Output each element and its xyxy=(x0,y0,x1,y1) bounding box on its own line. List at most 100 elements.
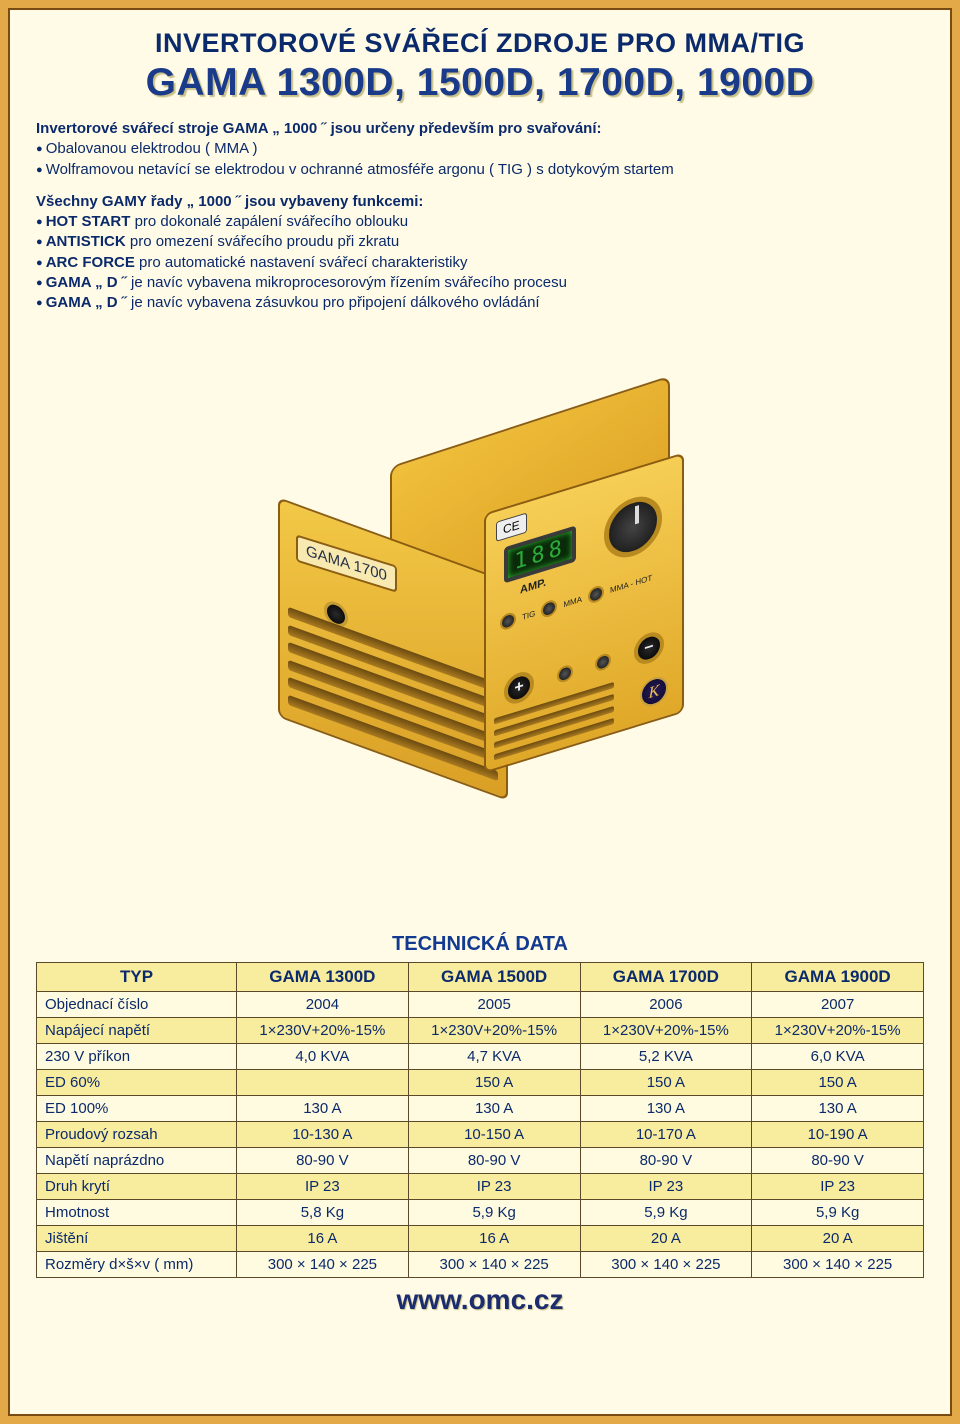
amp-label: AMP. xyxy=(520,577,546,597)
table-cell: 20 A xyxy=(580,1226,752,1252)
table-cell: 300 × 140 × 225 xyxy=(580,1252,752,1278)
selector-knob-icon xyxy=(588,584,604,605)
func-bold: ARC FORCE xyxy=(46,254,135,271)
table-cell: 20 A xyxy=(752,1226,924,1252)
func-bold: HOT START xyxy=(46,213,131,230)
table-cell: Rozměry d×š×v ( mm) xyxy=(37,1252,237,1278)
func-item: HOT START pro dokonalé zapálení svářecíh… xyxy=(36,212,924,232)
table-cell: 16 A xyxy=(237,1226,409,1252)
intro-lead: Invertorové svářecí stroje GAMA „ 1000 ˝… xyxy=(36,120,602,137)
th: GAMA 1300D xyxy=(237,963,409,992)
selector-knob-icon xyxy=(541,598,557,619)
table-header-row: TYP GAMA 1300D GAMA 1500D GAMA 1700D GAM… xyxy=(37,963,924,992)
table-cell: 230 V příkon xyxy=(37,1044,237,1070)
functions-lead: Všechny GAMY řady „ 1000 ˝ jsou vybaveny… xyxy=(36,193,423,210)
table-cell: Hmotnost xyxy=(37,1200,237,1226)
table-cell: IP 23 xyxy=(408,1174,580,1200)
table-cell: 80-90 V xyxy=(408,1148,580,1174)
func-rest: pro dokonalé zapálení svářecího oblouku xyxy=(130,213,408,230)
table-cell: 4,7 KVA xyxy=(408,1044,580,1070)
table-cell: Jištění xyxy=(37,1226,237,1252)
aux-connector-icon xyxy=(595,652,611,673)
table-cell: 150 A xyxy=(408,1070,580,1096)
table-cell: 16 A xyxy=(408,1226,580,1252)
func-rest: je navíc vybavena zásuvkou pro připojení… xyxy=(127,294,540,311)
table-cell: 150 A xyxy=(580,1070,752,1096)
table-cell: IP 23 xyxy=(752,1174,924,1200)
table-cell: 2005 xyxy=(408,992,580,1018)
func-rest: je navíc vybavena mikroprocesorovým říze… xyxy=(127,274,567,291)
table-cell: 130 A xyxy=(237,1096,409,1122)
func-bold: ANTISTICK xyxy=(46,233,126,250)
table-cell: 130 A xyxy=(580,1096,752,1122)
table-row: ED 60%150 A150 A150 A xyxy=(37,1070,924,1096)
selector-knob-icon xyxy=(500,611,516,632)
func-item: ARC FORCE pro automatické nastavení svář… xyxy=(36,253,924,273)
table-cell: IP 23 xyxy=(580,1174,752,1200)
table-row: Proudový rozsah10-130 A10-150 A10-170 A1… xyxy=(37,1122,924,1148)
func-item: GAMA „ D ˝ je navíc vybavena zásuvkou pr… xyxy=(36,293,924,313)
table-cell: 1×230V+20%-15% xyxy=(752,1018,924,1044)
table-cell: 80-90 V xyxy=(237,1148,409,1174)
table-cell: ED 60% xyxy=(37,1070,237,1096)
table-cell: Napájecí napětí xyxy=(37,1018,237,1044)
table-cell: 2006 xyxy=(580,992,752,1018)
intro-list: Obalovanou elektrodou ( MMA ) Wolframovo… xyxy=(36,139,924,180)
table-cell: 80-90 V xyxy=(580,1148,752,1174)
tig-label: TIG xyxy=(522,609,535,622)
table-cell: 130 A xyxy=(408,1096,580,1122)
th: GAMA 1700D xyxy=(580,963,752,992)
func-item: ANTISTICK pro omezení svářecího proudu p… xyxy=(36,232,924,252)
table-cell: 130 A xyxy=(752,1096,924,1122)
table-cell: 1×230V+20%-15% xyxy=(408,1018,580,1044)
table-cell: 2007 xyxy=(752,992,924,1018)
table-cell: 4,0 KVA xyxy=(237,1044,409,1070)
page-title: INVERTOROVÉ SVÁŘECÍ ZDROJE PRO MMA/TIG xyxy=(36,28,924,59)
technical-data-table: TYP GAMA 1300D GAMA 1500D GAMA 1700D GAM… xyxy=(36,962,924,1278)
func-bold: GAMA „ D ˝ xyxy=(46,274,127,291)
table-cell: Objednací číslo xyxy=(37,992,237,1018)
table-cell: 5,2 KVA xyxy=(580,1044,752,1070)
plus-connector-icon: + xyxy=(504,669,534,708)
table-row: Jištění16 A16 A20 A20 A xyxy=(37,1226,924,1252)
th: GAMA 1900D xyxy=(752,963,924,992)
table-row: Rozměry d×š×v ( mm)300 × 140 × 225300 × … xyxy=(37,1252,924,1278)
table-cell: 80-90 V xyxy=(752,1148,924,1174)
table-cell: 5,9 Kg xyxy=(408,1200,580,1226)
functions-block: Všechny GAMY řady „ 1000 ˝ jsou vybaveny… xyxy=(36,192,924,314)
mma-label: MMA xyxy=(563,594,582,609)
table-cell: 10-190 A xyxy=(752,1122,924,1148)
intro-item: Obalovanou elektrodou ( MMA ) xyxy=(36,139,924,159)
table-cell: 1×230V+20%-15% xyxy=(580,1018,752,1044)
welder-illustration: GAMA 1700 CE 188 AMP. TIG MMA xyxy=(260,411,700,811)
table-cell: 2004 xyxy=(237,992,409,1018)
table-cell: Napětí naprázdno xyxy=(37,1148,237,1174)
table-cell: 300 × 140 × 225 xyxy=(408,1252,580,1278)
ce-mark-icon: CE xyxy=(496,513,527,542)
table-cell: 10-170 A xyxy=(580,1122,752,1148)
func-item: GAMA „ D ˝ je navíc vybavena mikroproces… xyxy=(36,273,924,293)
hot-label: MMA - HOT xyxy=(610,573,652,595)
table-cell: 5,8 Kg xyxy=(237,1200,409,1226)
table-row: Napájecí napětí1×230V+20%-15%1×230V+20%-… xyxy=(37,1018,924,1044)
functions-list: HOT START pro dokonalé zapálení svářecíh… xyxy=(36,212,924,313)
intro-block: Invertorové svářecí stroje GAMA „ 1000 ˝… xyxy=(36,119,924,180)
func-bold: GAMA „ D ˝ xyxy=(46,294,127,311)
product-image: GAMA 1700 CE 188 AMP. TIG MMA xyxy=(36,331,924,931)
th: GAMA 1500D xyxy=(408,963,580,992)
table-cell: 6,0 KVA xyxy=(752,1044,924,1070)
table-cell: Proudový rozsah xyxy=(37,1122,237,1148)
table-row: Objednací číslo2004200520062007 xyxy=(37,992,924,1018)
table-cell: IP 23 xyxy=(237,1174,409,1200)
table-row: 230 V příkon4,0 KVA4,7 KVA5,2 KVA6,0 KVA xyxy=(37,1044,924,1070)
minus-connector-icon: − xyxy=(634,629,664,668)
table-cell xyxy=(237,1070,409,1096)
table-cell: Druh krytí xyxy=(37,1174,237,1200)
func-rest: pro automatické nastavení svářecí charak… xyxy=(135,254,468,271)
table-cell: 150 A xyxy=(752,1070,924,1096)
main-knob-icon xyxy=(604,489,662,565)
intro-item: Wolframovou netavící se elektrodou v och… xyxy=(36,160,924,180)
table-cell: 300 × 140 × 225 xyxy=(237,1252,409,1278)
table-cell: 10-130 A xyxy=(237,1122,409,1148)
table-row: Druh krytíIP 23IP 23IP 23IP 23 xyxy=(37,1174,924,1200)
